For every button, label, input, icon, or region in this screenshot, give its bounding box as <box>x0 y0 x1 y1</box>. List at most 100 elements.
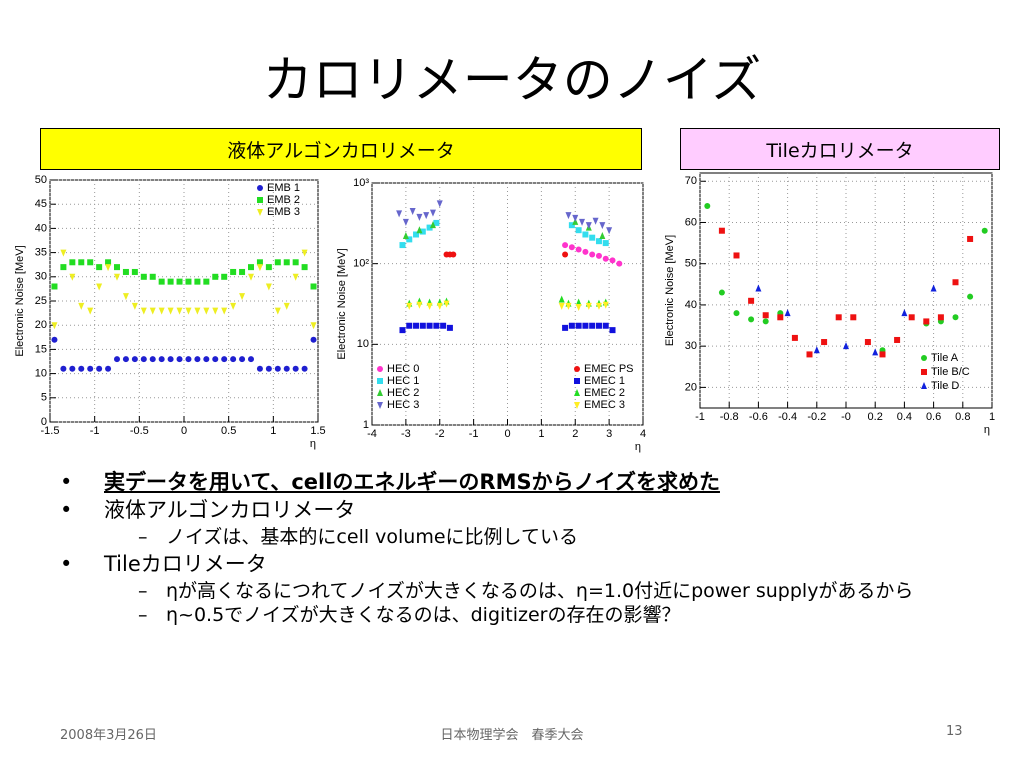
marker <box>69 365 76 372</box>
marker <box>248 273 254 281</box>
x-tick-label: 0.2 <box>868 411 883 423</box>
marker <box>602 255 609 262</box>
marker <box>96 264 103 271</box>
marker <box>69 259 76 266</box>
bullet-text: 実データを用いて、cellのエネルギーのRMSからノイズを求めた <box>104 470 720 494</box>
marker <box>140 273 147 280</box>
x-tick-label: -0.2 <box>807 411 826 423</box>
marker <box>396 210 403 218</box>
marker <box>257 197 263 203</box>
marker <box>592 217 599 225</box>
x-axis-label: η <box>984 424 990 436</box>
marker <box>167 278 174 285</box>
x-tick-label: -1 <box>695 411 705 423</box>
marker <box>78 259 85 266</box>
marker <box>419 228 426 235</box>
marker <box>406 322 413 329</box>
bullet: • 実データを用いて、cellのエネルギーのRMSからノイズを求めた <box>60 470 720 494</box>
marker <box>436 302 443 310</box>
marker <box>96 365 103 372</box>
x-tick-label: -0.8 <box>720 411 739 423</box>
marker <box>582 322 589 329</box>
marker <box>967 293 974 300</box>
plot-frame <box>699 172 993 409</box>
footer-date: 2008年3月26日 <box>60 728 157 743</box>
marker <box>821 339 828 346</box>
bullet-text: 液体アルゴンカロリメータ <box>104 498 356 522</box>
x-axis-label: η <box>635 441 641 453</box>
marker <box>185 278 192 285</box>
marker <box>813 346 820 354</box>
marker <box>413 231 420 238</box>
marker <box>416 213 423 221</box>
marker <box>212 307 219 315</box>
marker <box>114 264 120 271</box>
marker <box>257 185 263 191</box>
marker <box>239 356 246 363</box>
x-axis-label: η <box>310 438 316 450</box>
marker <box>423 212 430 220</box>
marker <box>301 365 308 372</box>
y-tick-label: 0 <box>41 416 47 428</box>
marker <box>265 283 272 291</box>
marker <box>265 264 272 271</box>
y-tick-label: 10³ <box>353 177 369 189</box>
legend-label: EMEC PS <box>584 363 634 375</box>
marker <box>595 322 602 329</box>
marker <box>292 273 299 281</box>
marker <box>589 322 596 329</box>
marker <box>301 264 308 271</box>
y-tick-label: 10 <box>357 338 369 350</box>
x-tick-label: -0.5 <box>130 425 149 437</box>
marker <box>419 322 426 329</box>
marker <box>274 259 281 266</box>
marker <box>60 365 67 372</box>
marker <box>60 249 67 257</box>
marker <box>310 283 317 290</box>
y-axis-label: Electronic Noise [MeV] <box>664 235 676 346</box>
marker <box>122 268 129 275</box>
marker <box>952 279 959 286</box>
marker <box>185 307 192 315</box>
marker <box>748 297 755 304</box>
marker <box>60 264 67 271</box>
marker <box>194 278 201 285</box>
marker <box>791 334 798 341</box>
legend-label: EMB 3 <box>267 206 300 218</box>
x-tick-label: -1 <box>469 428 479 440</box>
marker <box>78 365 85 372</box>
marker <box>239 293 246 301</box>
bullet: • 液体アルゴンカロリメータ <box>60 498 356 522</box>
legend-label: HEC 2 <box>387 387 419 399</box>
y-tick-label: 25 <box>35 295 47 307</box>
marker <box>440 322 447 329</box>
marker <box>185 356 192 363</box>
marker <box>429 221 436 229</box>
marker <box>399 327 406 334</box>
marker <box>733 252 740 259</box>
marker <box>872 348 879 356</box>
marker <box>921 355 927 361</box>
marker <box>602 322 609 329</box>
marker <box>406 302 413 310</box>
marker <box>609 327 616 334</box>
y-tick-label: 60 <box>685 216 697 228</box>
y-axis-label: Electronic Noise [MeV] <box>14 245 26 356</box>
marker <box>784 309 791 317</box>
slide-title: カロリメータのノイズ <box>262 51 762 109</box>
x-tick-label: 0.8 <box>955 411 970 423</box>
marker <box>114 356 120 363</box>
x-tick-label: 0.6 <box>926 411 941 423</box>
marker <box>377 402 383 409</box>
marker <box>167 307 174 315</box>
section-label: 液体アルゴンカロリメータ <box>40 128 642 170</box>
marker <box>221 356 228 363</box>
marker <box>574 378 580 384</box>
marker <box>230 356 237 363</box>
marker <box>755 284 762 292</box>
marker <box>377 389 383 396</box>
marker <box>402 232 409 240</box>
marker <box>433 219 440 226</box>
marker <box>733 310 740 317</box>
